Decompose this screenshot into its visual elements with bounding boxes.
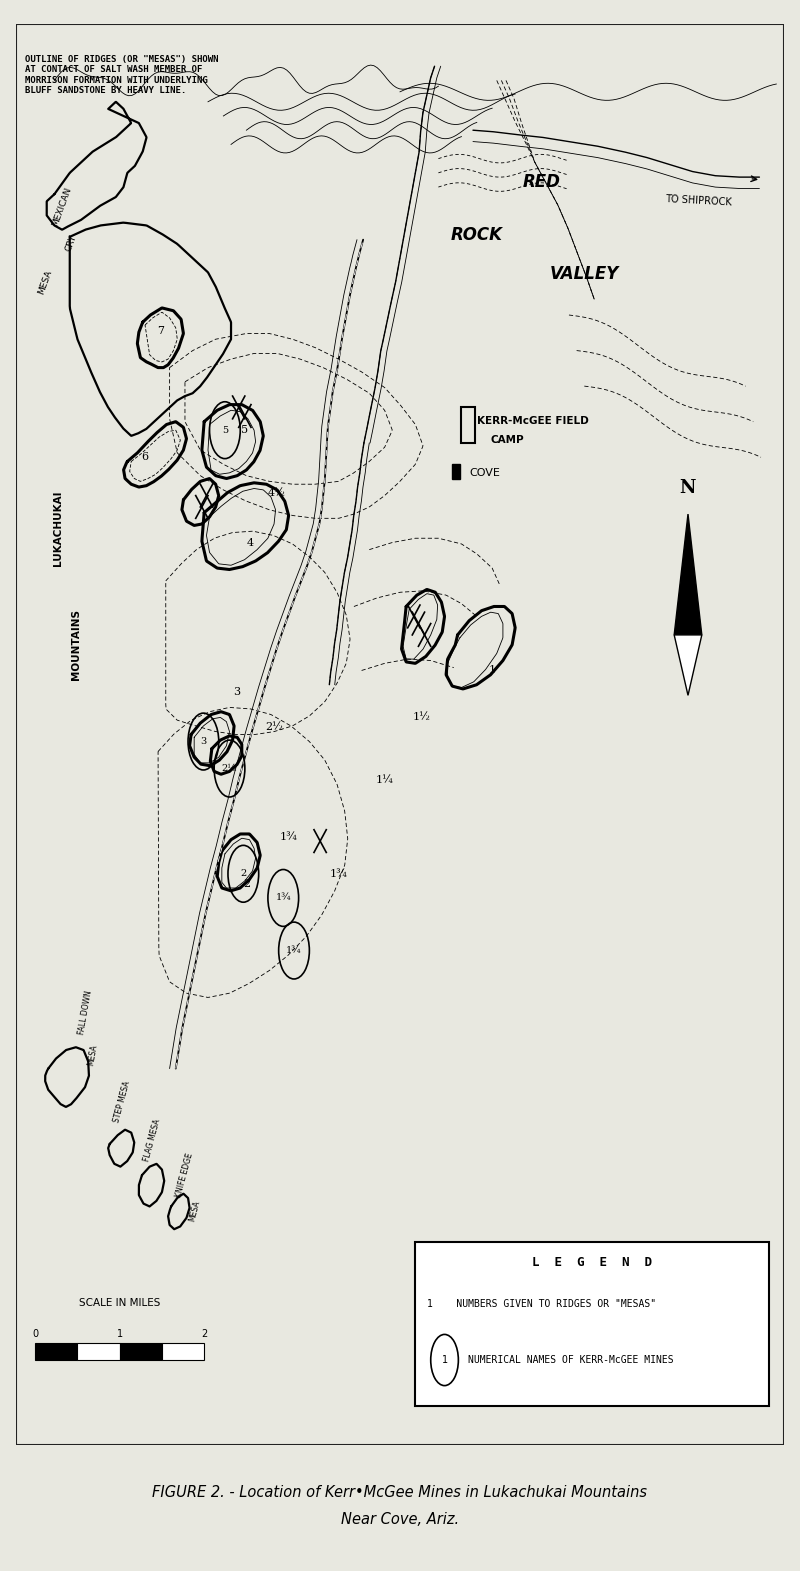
Text: SCALE IN MILES: SCALE IN MILES <box>79 1298 160 1309</box>
Text: MESA: MESA <box>86 1043 99 1067</box>
Text: MEXICAN: MEXICAN <box>50 185 74 228</box>
Text: 1: 1 <box>489 666 496 676</box>
Bar <box>35 1343 78 1360</box>
Text: ROCK: ROCK <box>451 226 502 244</box>
Text: 1¾: 1¾ <box>280 831 298 842</box>
Text: KNIFE EDGE: KNIFE EDGE <box>174 1152 195 1199</box>
Text: 1: 1 <box>442 1356 448 1365</box>
Text: FALL DOWN: FALL DOWN <box>77 990 94 1035</box>
Text: 4½: 4½ <box>268 487 286 498</box>
Text: 3: 3 <box>200 737 206 746</box>
Text: NUMERICAL NAMES OF KERR-McGEE MINES: NUMERICAL NAMES OF KERR-McGEE MINES <box>467 1356 674 1365</box>
Text: 1½: 1½ <box>413 712 430 723</box>
Text: COVE: COVE <box>469 468 500 478</box>
Text: MESA: MESA <box>187 1200 202 1222</box>
Bar <box>78 1343 120 1360</box>
Text: 2: 2 <box>201 1329 207 1338</box>
Text: MESA: MESA <box>37 269 54 295</box>
Text: 5: 5 <box>222 426 228 435</box>
Text: 3: 3 <box>234 687 241 698</box>
Bar <box>162 1343 204 1360</box>
Text: OUTLINE OF RIDGES (OR "MESAS") SHOWN
AT CONTACT OF SALT WASH MEMBER OF
MORRISON : OUTLINE OF RIDGES (OR "MESAS") SHOWN AT … <box>26 55 218 94</box>
Text: STEP MESA: STEP MESA <box>112 1079 132 1123</box>
Text: 1¾: 1¾ <box>286 946 302 955</box>
Text: VALLEY: VALLEY <box>550 265 619 283</box>
Text: 5: 5 <box>242 426 249 435</box>
Text: 1¾: 1¾ <box>275 894 291 902</box>
Text: Near Cove, Ariz.: Near Cove, Ariz. <box>341 1511 459 1527</box>
Bar <box>415 1243 769 1406</box>
Text: 0: 0 <box>32 1329 38 1338</box>
Bar <box>452 465 460 479</box>
Bar <box>120 1343 162 1360</box>
Text: 1¼: 1¼ <box>376 775 394 786</box>
Text: 1    NUMBERS GIVEN TO RIDGES OR "MESAS": 1 NUMBERS GIVEN TO RIDGES OR "MESAS" <box>427 1299 656 1309</box>
Text: 7: 7 <box>157 325 164 336</box>
Text: 4: 4 <box>246 537 254 548</box>
Text: 1: 1 <box>117 1329 122 1338</box>
Text: 2: 2 <box>240 869 246 878</box>
Text: KERR-McGEE FIELD: KERR-McGEE FIELD <box>477 416 589 426</box>
Text: MOUNTAINS: MOUNTAINS <box>71 608 81 680</box>
Text: TO SHIPROCK: TO SHIPROCK <box>665 195 732 207</box>
Text: N: N <box>680 479 696 496</box>
Text: FIGURE 2. - Location of Kerr•McGee Mines in Lukachukai Mountains: FIGURE 2. - Location of Kerr•McGee Mines… <box>153 1485 647 1500</box>
Polygon shape <box>674 514 702 635</box>
Text: CRY: CRY <box>64 234 78 253</box>
Text: 6: 6 <box>142 452 149 462</box>
Text: 2: 2 <box>243 878 250 889</box>
Text: L  E  G  E  N  D: L E G E N D <box>532 1257 652 1269</box>
Text: 2½: 2½ <box>222 764 238 773</box>
Text: RED: RED <box>523 173 561 192</box>
Text: LUKACHUKAI: LUKACHUKAI <box>54 490 63 566</box>
Bar <box>462 407 475 443</box>
Text: 2½: 2½ <box>265 723 283 732</box>
Text: 1¾: 1¾ <box>330 869 347 878</box>
Text: FLAG MESA: FLAG MESA <box>142 1119 162 1163</box>
Text: CAMP: CAMP <box>490 435 524 445</box>
Polygon shape <box>674 635 702 696</box>
